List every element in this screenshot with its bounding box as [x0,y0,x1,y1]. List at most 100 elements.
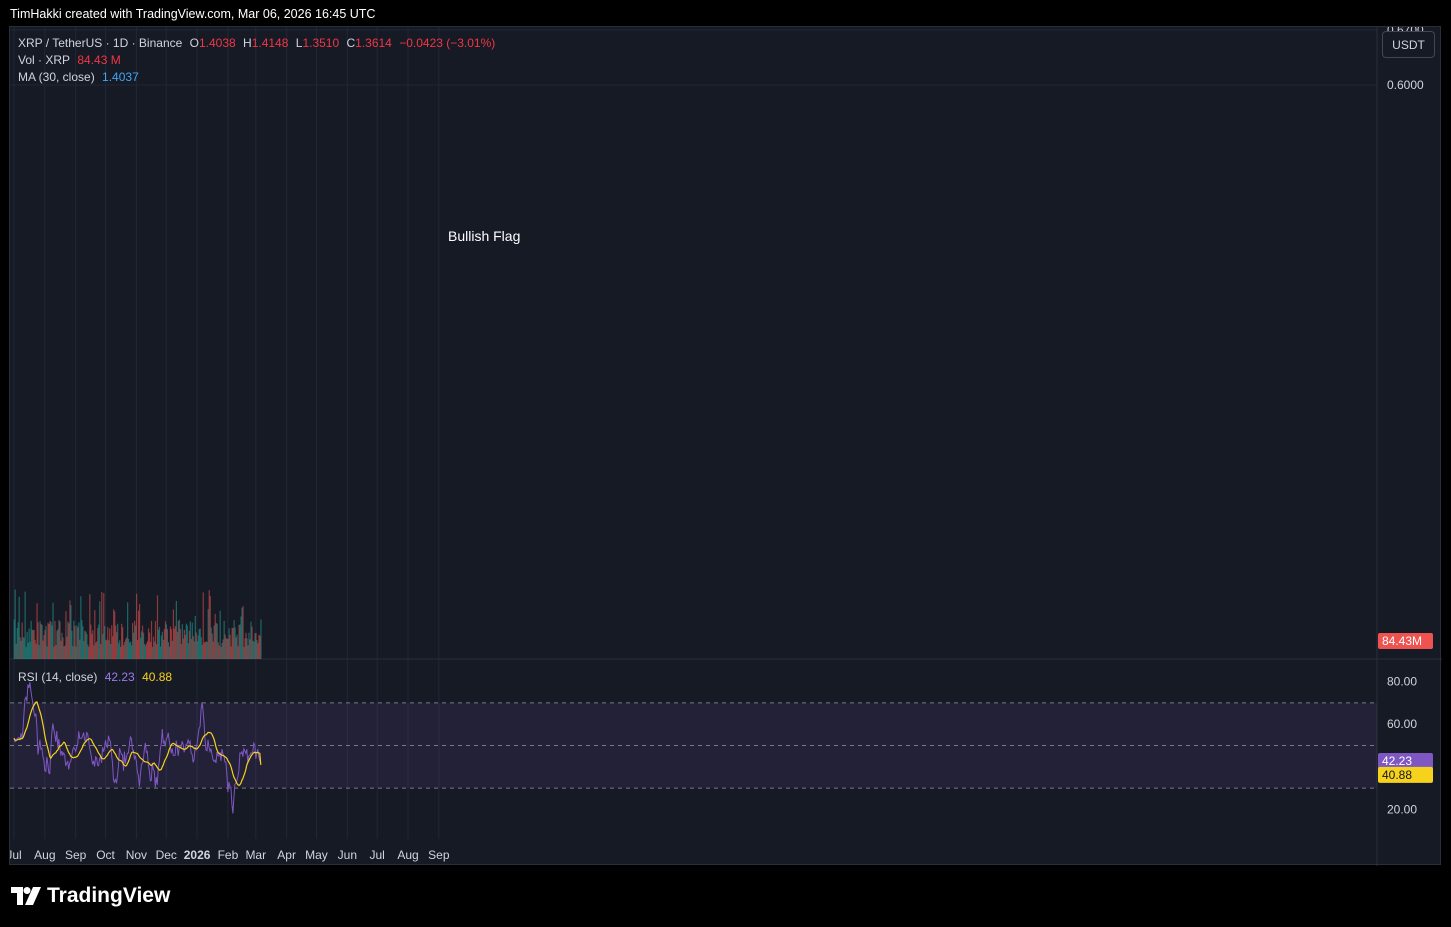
time-tick-label: Oct [96,848,115,862]
volume-bar [68,623,70,659]
volume-bar [16,628,18,659]
volume-bar [136,640,139,659]
volume-bar [249,639,251,659]
volume-bar [62,637,64,659]
volume-bar [165,624,168,659]
volume-bar [143,643,146,659]
volume-bar [88,646,90,659]
volume-bar [239,624,241,659]
volume-bar [47,622,49,659]
volume-bar [93,645,95,659]
volume-bar [151,646,154,659]
volume-bar [204,641,206,659]
volume-bar [43,635,45,659]
volume-bar [240,616,242,659]
legend-high: 1.4148 [251,36,289,50]
chart-frame[interactable]: $5 Target$3.65 ATH£2 Resistance/ Support… [9,26,1442,866]
volume-bar [25,646,27,659]
volume-bar [32,630,34,659]
volume-bar [38,645,40,659]
volume-bar [84,630,86,659]
volume-bar [157,629,160,659]
volume-bar [196,641,198,659]
volume-bar [221,642,223,659]
volume-bar [155,644,158,659]
legend-symbol-row: XRP / TetherUS · 1D · Binance O1.4038 H1… [18,36,499,50]
volume-bar [244,638,246,659]
legend-ma-row: MA (30, close) 1.4037 [18,70,143,84]
volume-bar [79,639,81,659]
legend-change: −0.0423 (−3.01%) [399,36,496,50]
volume-bar [91,633,93,659]
volume-bar [52,602,54,659]
badge-rsi-ma: 40.88 [1382,768,1412,782]
volume-bar [174,626,176,659]
volume-bar [227,638,229,659]
volume-bar [222,639,224,659]
volume-bar [128,639,130,659]
volume-bar [110,643,112,659]
volume-bar [90,624,92,659]
legend-symbol: XRP / TetherUS · 1D · Binance [18,36,183,50]
volume-bar [242,606,244,659]
volume-bar [94,610,96,659]
volume-bar [106,639,108,659]
volume-bar [191,622,193,659]
volume-bar [70,605,72,659]
volume-bar [26,631,28,659]
volume-bar [133,632,135,659]
tradingview-logo-icon [11,887,41,905]
volume-bar [131,645,133,659]
currency-button[interactable]: USDT [1382,31,1435,58]
volume-bar [205,641,207,659]
volume-bar [76,625,78,659]
volume-bar [13,619,15,659]
volume-bar [124,641,126,659]
volume-bar [255,632,257,659]
volume-bar [247,645,249,659]
volume-bar [78,622,80,659]
volume-bar [180,643,182,659]
volume-bar [160,635,163,659]
volume-bar [156,595,159,659]
volume-bar [50,622,52,659]
volume-bar [146,641,149,659]
volume-bar [184,635,186,659]
volume-bar [87,644,89,659]
volume-bar [69,600,71,659]
volume-bar [233,620,235,659]
brand-label: TradingView [47,884,171,907]
volume-bar [27,642,29,659]
volume-bar [58,620,60,659]
volume-bar [23,637,25,659]
badge-rsi-bg [1378,753,1433,770]
volume-bar [115,625,117,659]
time-tick-label: Aug [397,848,418,862]
volume-bar [123,645,125,659]
volume-bar [24,591,26,659]
badge-rsi-ma-bg [1378,766,1433,783]
volume-bar [81,620,83,659]
volume-bar [51,625,53,659]
volume-bar [144,645,147,659]
volume-bar [159,646,162,659]
volume-bar [176,631,178,659]
volume-bar [175,600,177,659]
volume-bar [48,624,50,659]
volume-bar [116,631,118,659]
volume-bar [235,637,237,659]
volume-bar [187,643,189,659]
volume-bar [257,643,259,659]
volume-bar [42,640,44,659]
volume-bar [37,622,39,659]
time-tick-label: Nov [126,848,147,862]
volume-bar [217,642,219,659]
legend-rsi-label: RSI (14, close) [18,670,98,684]
legend-low: 1.3510 [302,36,340,50]
legend-rsi-value: 42.23 [104,670,135,684]
volume-bar [212,641,214,659]
volume-bar [83,640,85,659]
chart-canvas[interactable]: $5 Target$3.65 ATH£2 Resistance/ Support… [10,27,1442,866]
time-tick-label: Jun [338,848,357,862]
volume-bar [201,644,203,659]
